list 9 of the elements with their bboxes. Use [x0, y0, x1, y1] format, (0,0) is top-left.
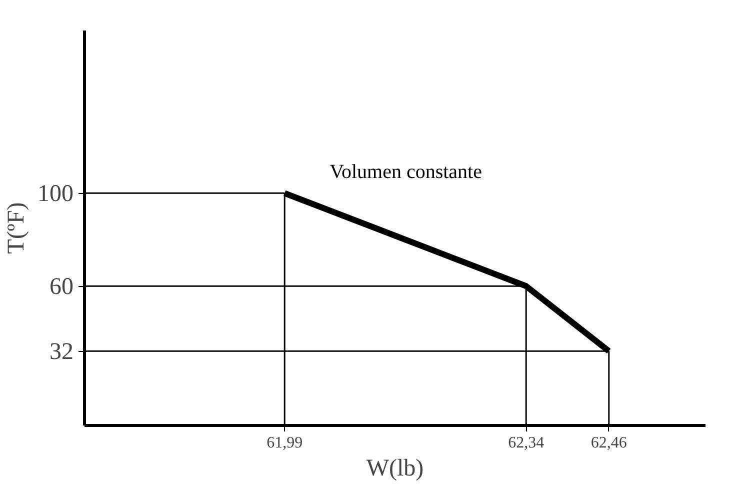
- y-tick-label: 100: [38, 181, 74, 208]
- x-tick-label: 62,46: [590, 434, 627, 452]
- series-label: Volumen constante: [330, 161, 482, 184]
- y-tick-label: 32: [50, 339, 74, 366]
- x-tick-label: 62,34: [508, 434, 544, 452]
- x-axis-title: W(lb): [366, 456, 424, 482]
- x-tick-label: 61,99: [266, 434, 303, 452]
- y-axis-title: T(ºF): [4, 202, 30, 254]
- y-tick-label: 60: [50, 274, 74, 300]
